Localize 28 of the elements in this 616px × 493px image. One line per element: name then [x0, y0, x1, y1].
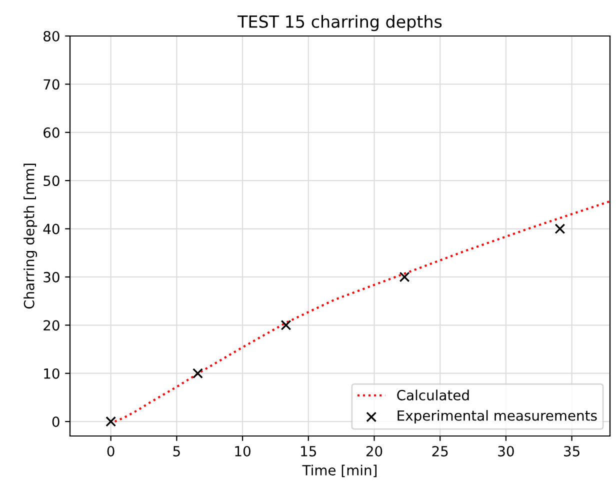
- x-tick-label: 10: [235, 446, 250, 456]
- point: [106, 416, 116, 427]
- legend-label: Experimental measurements: [398, 410, 597, 424]
- point: [399, 272, 410, 282]
- y-tick-label: 50: [44, 176, 60, 186]
- point: [192, 368, 203, 379]
- y-tick-label: 10: [44, 368, 60, 379]
- y-tick-label: 70: [44, 79, 60, 90]
- x-axis-title: Time [min]: [302, 464, 377, 478]
- y-tick-label: 60: [44, 127, 60, 138]
- x-tick-label: 35: [564, 446, 580, 456]
- y-tick-label: 30: [44, 272, 60, 282]
- x-tick-label: 30: [498, 446, 514, 456]
- y-tick-label: 80: [44, 30, 60, 42]
- line-series: [114, 200, 610, 423]
- x-tick-label: 25: [432, 446, 448, 456]
- y-tick-label: 0: [52, 416, 60, 428]
- legend-label: Calculated: [397, 390, 469, 400]
- x-tick-label: 0: [107, 446, 114, 456]
- point: [280, 320, 292, 330]
- y-tick-label: 20: [44, 320, 60, 331]
- chart-title: TEST 15 charring depths: [238, 15, 442, 32]
- y-tick-label: 40: [43, 224, 60, 234]
- point: [554, 224, 566, 234]
- x-tick-label: 20: [366, 446, 382, 456]
- y-axis-title: Charring depth [mm]: [24, 164, 38, 309]
- x-tick-label: 5: [173, 446, 180, 456]
- x-tick-label: 15: [301, 446, 316, 456]
